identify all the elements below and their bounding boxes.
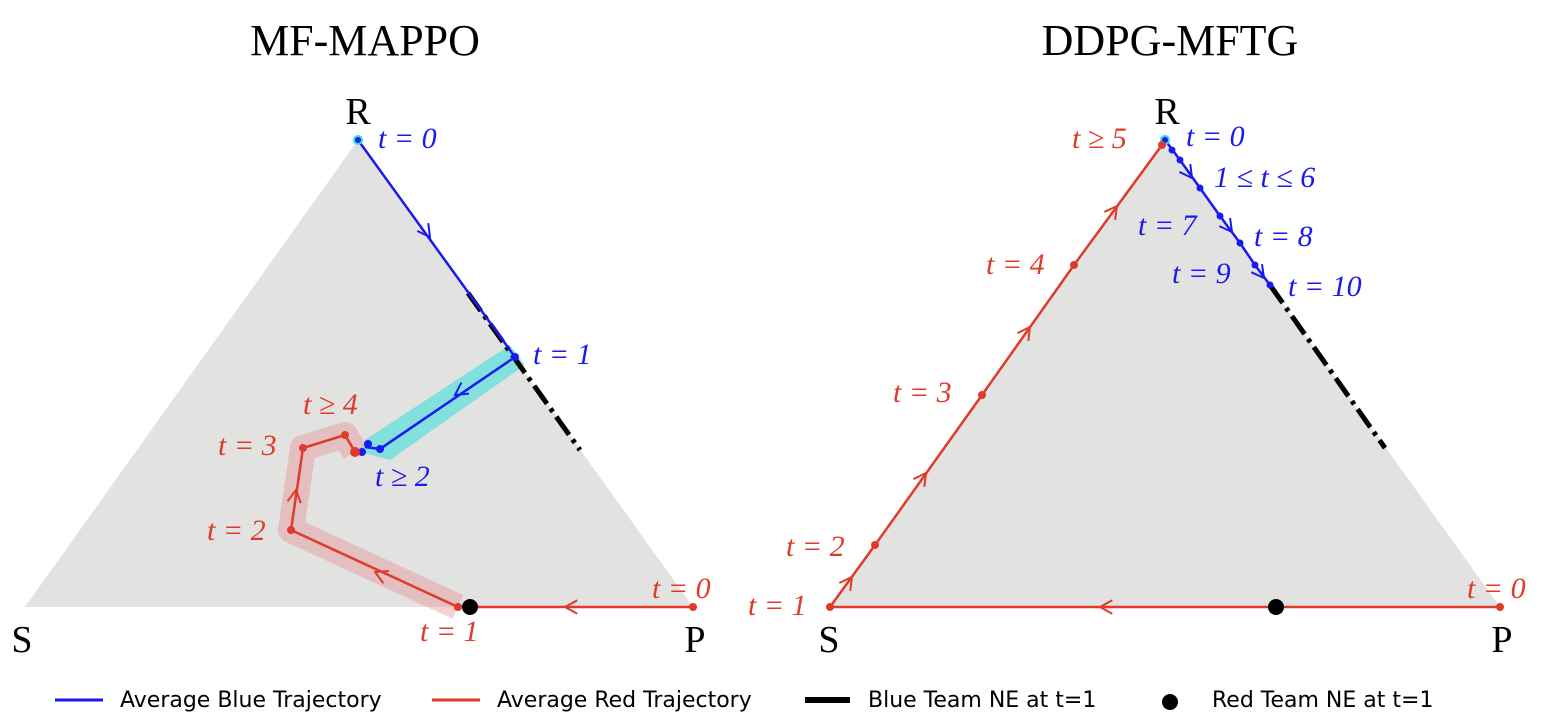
time-label: t = 1: [748, 589, 807, 622]
panel-title: DDPG-MFTG: [1042, 16, 1299, 65]
time-label: t = 7: [1138, 209, 1199, 242]
time-label: t ≥ 5: [1072, 122, 1127, 155]
blue-point: [1236, 239, 1244, 247]
time-label: t = 4: [986, 248, 1045, 281]
red-point: [871, 541, 879, 549]
direction-arrow: [838, 575, 854, 592]
vertex-label: R: [1154, 91, 1180, 133]
blue-point: [1168, 146, 1176, 154]
blue-point: [358, 448, 366, 456]
time-label: t = 0: [1186, 120, 1245, 153]
red-point: [826, 603, 834, 611]
red-point: [978, 391, 986, 399]
red-point: [1496, 603, 1504, 611]
blue-spread: [360, 345, 525, 460]
red-point: [299, 444, 307, 452]
blue-point: [1251, 261, 1259, 269]
blue-ne: [465, 291, 583, 452]
blue-point: [364, 440, 372, 448]
legend-label: Blue Team NE at t=1: [868, 688, 1096, 713]
red-trajectory: [827, 144, 1500, 609]
time-label: t = 1: [533, 338, 592, 371]
red-point: [287, 526, 295, 534]
direction-arrow: [1097, 599, 1113, 615]
red-ne: [1268, 599, 1284, 615]
time-label: t = 10: [1288, 270, 1362, 303]
time-label: t = 8: [1254, 220, 1313, 253]
blue-trajectory: [356, 139, 517, 451]
simplex: [25, 140, 693, 607]
time-label: t = 2: [207, 514, 266, 547]
direction-arrow: [1250, 264, 1266, 280]
legend-label: Average Blue Trajectory: [120, 688, 382, 713]
direction-arrow: [453, 382, 470, 397]
simplex: [830, 140, 1500, 607]
blue-point: [1176, 156, 1184, 164]
blue-point: [1216, 212, 1224, 220]
vertex-label: R: [345, 91, 371, 133]
direction-arrow: [1178, 163, 1194, 180]
vertex-label: S: [818, 619, 839, 661]
time-label: t ≥ 2: [375, 460, 430, 493]
blue-point: [353, 135, 363, 145]
direction-arrow: [1218, 217, 1234, 234]
red-point: [689, 603, 697, 611]
direction-arrow: [562, 599, 578, 615]
legend: Average Blue Trajectory Average Red Traj…: [55, 688, 1433, 713]
red-point: [1070, 261, 1078, 269]
legend-label: Average Red Trajectory: [497, 688, 752, 713]
direction-arrow: [1016, 325, 1032, 342]
blue-point: [376, 445, 384, 453]
panel-title: MF-MAPPO: [250, 16, 480, 65]
red-point: [454, 603, 462, 611]
red-point: [341, 431, 349, 439]
legend-label: Red Team NE at t=1: [1212, 688, 1433, 713]
direction-arrow: [1103, 204, 1119, 221]
time-label: t = 2: [786, 530, 845, 563]
time-label: t ≥ 4: [303, 388, 358, 421]
vertex-label: P: [1491, 619, 1512, 661]
panel-left: MF-MAPPO R S P t = 0 t = 1 t ≥ 2 t = 0 t…: [11, 16, 710, 661]
direction-arrow: [373, 570, 390, 584]
time-label: t = 0: [1467, 572, 1526, 605]
direction-arrow: [912, 471, 928, 488]
time-label: 1 ≤ t ≤ 6: [1214, 161, 1315, 194]
time-label: t = 0: [378, 122, 437, 155]
blue-ne: [1267, 283, 1388, 450]
time-label: t = 9: [1172, 257, 1231, 290]
blue-point: [1196, 184, 1204, 192]
time-label: t = 1: [420, 615, 479, 648]
blue-point: [1266, 281, 1274, 289]
panel-right: DDPG-MFTG R S P t = 0 1 ≤ t ≤ 6 t = 7 t …: [748, 16, 1526, 661]
red-ne: [462, 599, 478, 615]
time-label: t = 0: [652, 572, 711, 605]
direction-arrow: [416, 222, 432, 239]
red-point: [350, 447, 360, 457]
direction-arrow: [286, 487, 302, 504]
red-point: [1158, 141, 1166, 149]
time-label: t = 3: [218, 429, 277, 462]
time-label: t = 3: [893, 376, 952, 409]
vertex-label: P: [684, 619, 705, 661]
vertex-label: S: [11, 619, 32, 661]
blue-point: [511, 353, 519, 361]
legend-swatch: [1162, 694, 1178, 710]
